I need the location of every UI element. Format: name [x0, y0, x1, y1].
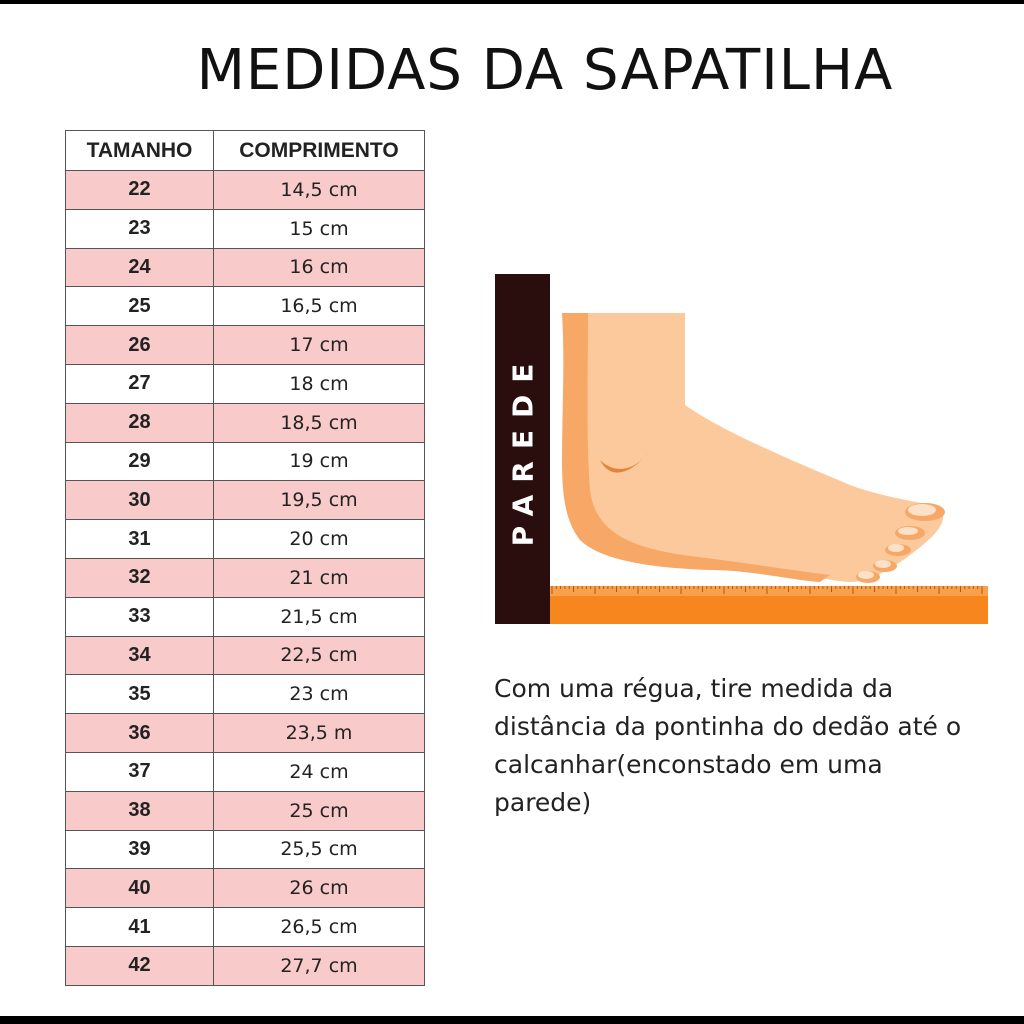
length-cell: 15 cm	[213, 208, 425, 249]
length-cell: 18 cm	[213, 363, 425, 404]
size-cell: 39	[65, 829, 214, 870]
table-row: 24 16 cm	[65, 247, 425, 288]
size-table: TAMANHO COMPRIMENTO 22 14,5 cm 23 15 cm 24 16…	[65, 130, 425, 986]
size-cell: 33	[65, 596, 214, 637]
table-row: 26 17 cm	[65, 325, 425, 365]
size-cell: 36	[65, 713, 214, 753]
size-cell: 38	[65, 790, 214, 831]
size-cell: 35	[65, 674, 214, 715]
header-length: COMPRIMENTO	[213, 130, 425, 171]
length-cell: 24 cm	[213, 751, 425, 792]
length-cell: 19,5 cm	[213, 480, 425, 521]
table-row: 42 27,7 cm	[65, 945, 425, 986]
table-row: 30 19,5 cm	[65, 480, 425, 521]
size-cell: 23	[65, 208, 214, 249]
table-row: 33 21,5 cm	[65, 596, 425, 637]
size-cell: 22	[65, 170, 214, 210]
length-cell: 16,5 cm	[213, 286, 425, 327]
table-row: 31 20 cm	[65, 519, 425, 559]
length-cell: 22,5 cm	[213, 635, 425, 676]
size-cell: 31	[65, 519, 214, 559]
top-border	[0, 0, 1024, 4]
length-cell: 26,5 cm	[213, 907, 425, 947]
table-row: 36 23,5 m	[65, 713, 425, 753]
size-cell: 32	[65, 557, 214, 598]
size-cell: 24	[65, 247, 214, 288]
wall: PAREDE	[495, 274, 550, 624]
length-cell: 18,5 cm	[213, 402, 425, 443]
table-row: 28 18,5 cm	[65, 402, 425, 443]
length-cell: 23 cm	[213, 674, 425, 715]
table-row: 38 25 cm	[65, 790, 425, 831]
table-row: 23 15 cm	[65, 208, 425, 249]
size-cell: 30	[65, 480, 214, 521]
size-cell: 34	[65, 635, 214, 676]
size-cell: 29	[65, 441, 214, 482]
length-cell: 19 cm	[213, 441, 425, 482]
table-row: 39 25,5 cm	[65, 829, 425, 870]
length-cell: 16 cm	[213, 247, 425, 288]
length-cell: 26 cm	[213, 868, 425, 909]
size-cell: 27	[65, 363, 214, 404]
wall-label: PAREDE	[506, 351, 539, 547]
size-cell: 25	[65, 286, 214, 327]
table-row: 35 23 cm	[65, 674, 425, 715]
ruler	[550, 586, 988, 624]
table-row: 37 24 cm	[65, 751, 425, 792]
length-cell: 27,7 cm	[213, 945, 425, 986]
length-cell: 23,5 m	[213, 713, 425, 753]
header-size: TAMANHO	[65, 130, 214, 171]
length-cell: 20 cm	[213, 519, 425, 559]
length-cell: 14,5 cm	[213, 170, 425, 210]
table-row: 27 18 cm	[65, 363, 425, 404]
size-cell: 26	[65, 325, 214, 365]
table-row: 29 19 cm	[65, 441, 425, 482]
table-row: 34 22,5 cm	[65, 635, 425, 676]
table-row: 41 26,5 cm	[65, 907, 425, 947]
foot	[562, 313, 945, 583]
length-cell: 21,5 cm	[213, 596, 425, 637]
size-cell: 41	[65, 907, 214, 947]
table-row: 32 21 cm	[65, 557, 425, 598]
instructions-text: Com uma régua, tire medida da distância …	[494, 674, 962, 817]
table-row: 40 26 cm	[65, 868, 425, 909]
table-header-row: TAMANHO COMPRIMENTO	[65, 130, 425, 171]
size-cell: 37	[65, 751, 214, 792]
page-title: MEDIDAS DA SAPATILHA	[196, 38, 894, 103]
length-cell: 25 cm	[213, 790, 425, 831]
size-cell: 28	[65, 402, 214, 443]
size-cell: 42	[65, 945, 214, 986]
length-cell: 25,5 cm	[213, 829, 425, 870]
bottom-border	[0, 1016, 1024, 1024]
size-cell: 40	[65, 868, 214, 909]
table-row: 22 14,5 cm	[65, 170, 425, 210]
length-cell: 21 cm	[213, 557, 425, 598]
foot-measurement-illustration	[550, 313, 988, 624]
length-cell: 17 cm	[213, 325, 425, 365]
table-row: 25 16,5 cm	[65, 286, 425, 327]
